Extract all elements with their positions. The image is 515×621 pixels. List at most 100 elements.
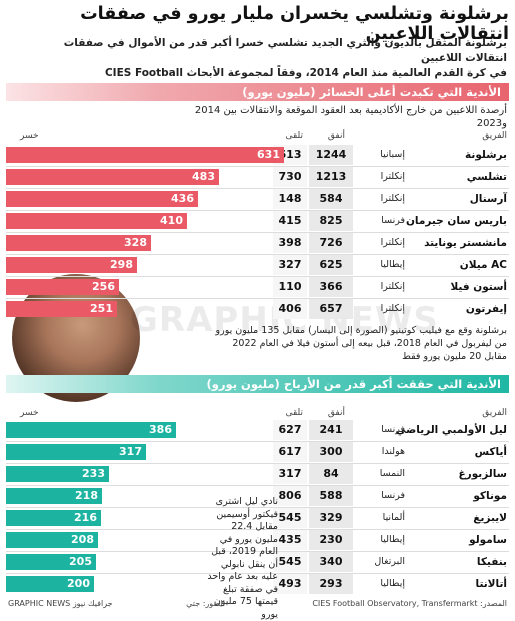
balance-bar: 298	[6, 257, 137, 273]
team-name: باريس سان جيرمان	[405, 215, 507, 227]
received-value: 110	[273, 277, 307, 297]
spent-value: 1213	[309, 167, 353, 187]
balance-value: 205	[69, 555, 92, 568]
subtitle-line-1: برشلونة المثقل بالديون والثري الجديد تشل…	[63, 37, 507, 64]
row-separator	[6, 210, 509, 211]
spent-value: 366	[309, 277, 353, 297]
loss-section-header: الأندية التي تكبدت أعلى الخسائر (مليون ي…	[6, 83, 509, 101]
balance-bar: 386	[6, 422, 176, 438]
spent-value: 241	[309, 420, 353, 440]
table-row: آرسنال إنكلترا 584 148 436	[0, 189, 515, 209]
col-head-spent: أنفق	[327, 131, 345, 141]
team-country: فرنسا	[381, 424, 405, 435]
col-head-team: الفريق	[482, 131, 507, 141]
coutinho-note-line-3: مقابل 20 مليون يورو فقط	[402, 351, 507, 362]
received-value: 545	[273, 508, 307, 528]
team-name: إيفرتون	[465, 303, 507, 315]
received-value: 406	[273, 299, 307, 319]
balance-bar: 218	[6, 488, 102, 504]
team-country: البرتغال	[374, 556, 405, 567]
team-name: سامولو	[469, 534, 507, 546]
balance-value: 410	[160, 214, 183, 227]
team-country: إنكلترا	[380, 303, 405, 314]
received-value: 327	[273, 255, 307, 275]
profit-section-header: الأندية التي حققت أكبر قدر من الأرباح (م…	[6, 375, 509, 393]
loss-chart-subtitle: أرصدة اللاعبين من خارج الأكاديمية بعد ال…	[194, 105, 507, 129]
balance-value: 233	[82, 467, 105, 480]
table-row: أياكس هولندا 300 617 317	[0, 442, 515, 462]
table-row: لايبزيغ ألمانيا 329 545 216	[0, 508, 515, 528]
balance-value: 298	[110, 258, 133, 271]
balance-bar: 328	[6, 235, 151, 251]
row-separator	[6, 254, 509, 255]
balance-value: 328	[124, 236, 147, 249]
table-row: بنفيكا البرتغال 340 545 205	[0, 552, 515, 572]
photo-credit: الصور: جتي	[186, 599, 225, 608]
row-separator	[6, 188, 509, 189]
balance-value: 436	[171, 192, 194, 205]
balance-bar: 205	[6, 554, 96, 570]
team-name: موناكو	[473, 490, 507, 502]
row-separator	[6, 485, 509, 486]
spent-value: 1244	[309, 145, 353, 165]
col-head-team: الفريق	[482, 408, 507, 418]
team-name: تشلسي	[466, 171, 507, 183]
col-head-spent: أنفق	[327, 408, 345, 418]
row-separator	[6, 507, 509, 508]
table-row: أتالانتا إيطاليا 293 493 200	[0, 574, 515, 594]
table-row: باريس سان جيرمان فرنسا 825 415 410	[0, 211, 515, 231]
coutinho-note-line-1: برشلونة وقع مع فيليب كوتينيو (الصورة إلى…	[215, 325, 507, 336]
col-head-received: تلقى	[285, 408, 303, 418]
balance-value: 256	[92, 280, 115, 293]
table-row: AC ميلان إيطاليا 625 327 298	[0, 255, 515, 275]
balance-bar: 251	[6, 301, 117, 317]
balance-bar: 200	[6, 576, 94, 592]
spent-value: 84	[309, 464, 353, 484]
spent-value: 625	[309, 255, 353, 275]
row-separator	[6, 573, 509, 574]
balance-bar: 233	[6, 466, 109, 482]
balance-bar: 631	[6, 147, 284, 163]
team-country: إنكلترا	[380, 171, 405, 182]
table-row: سالزبورغ النمسا 84 317 233	[0, 464, 515, 484]
table-row: أستون فيلا إنكلترا 366 110 256	[0, 277, 515, 297]
team-name: آرسنال	[469, 193, 507, 205]
row-separator	[6, 441, 509, 442]
team-name: لايبزيغ	[473, 512, 507, 524]
coutinho-note-line-2: من ليفربول في العام 2018، قبل بيعه إلى أ…	[232, 338, 507, 349]
balance-value: 208	[71, 533, 94, 546]
spent-value: 230	[309, 530, 353, 550]
balance-bar: 317	[6, 444, 146, 460]
balance-value: 317	[119, 445, 142, 458]
balance-bar: 256	[6, 279, 119, 295]
team-name: مانشستر يونايتد	[424, 237, 507, 249]
team-country: إنكلترا	[380, 193, 405, 204]
balance-value: 386	[149, 423, 172, 436]
spent-value: 726	[309, 233, 353, 253]
spent-value: 588	[309, 486, 353, 506]
team-country: النمسا	[379, 468, 405, 479]
received-value: 627	[273, 420, 307, 440]
table-row: برشلونة إسبانيا 1244 613 631	[0, 145, 515, 165]
balance-bar: 216	[6, 510, 101, 526]
col-head-balance: خسر	[20, 131, 39, 141]
team-country: إيطاليا	[380, 259, 405, 270]
team-name: أتالانتا	[475, 578, 507, 590]
table-row: مانشستر يونايتد إنكلترا 726 398 328	[0, 233, 515, 253]
balance-value: 631	[257, 148, 280, 161]
received-value: 317	[273, 464, 307, 484]
row-separator	[6, 551, 509, 552]
received-value: 806	[273, 486, 307, 506]
table-row: تشلسي إنكلترا 1213 730 483	[0, 167, 515, 187]
source-credit: CIES Football Observatory, Transfermarkt…	[312, 599, 507, 608]
table-row: موناكو فرنسا 588 806 218	[0, 486, 515, 506]
row-separator	[6, 166, 509, 167]
received-value: 493	[273, 574, 307, 594]
agency-credit: GRAPHIC NEWS جرافيك نيوز	[8, 599, 113, 608]
team-country: إنكلترا	[380, 281, 405, 292]
osimhen-note: نادي ليل اشترى فيكتور أوسيمين مقابل 22.4…	[207, 496, 278, 620]
table-row: إيفرتون إنكلترا 657 406 251	[0, 299, 515, 319]
balance-value: 200	[67, 577, 90, 590]
received-value: 730	[273, 167, 307, 187]
team-country: ألمانيا	[382, 512, 405, 523]
